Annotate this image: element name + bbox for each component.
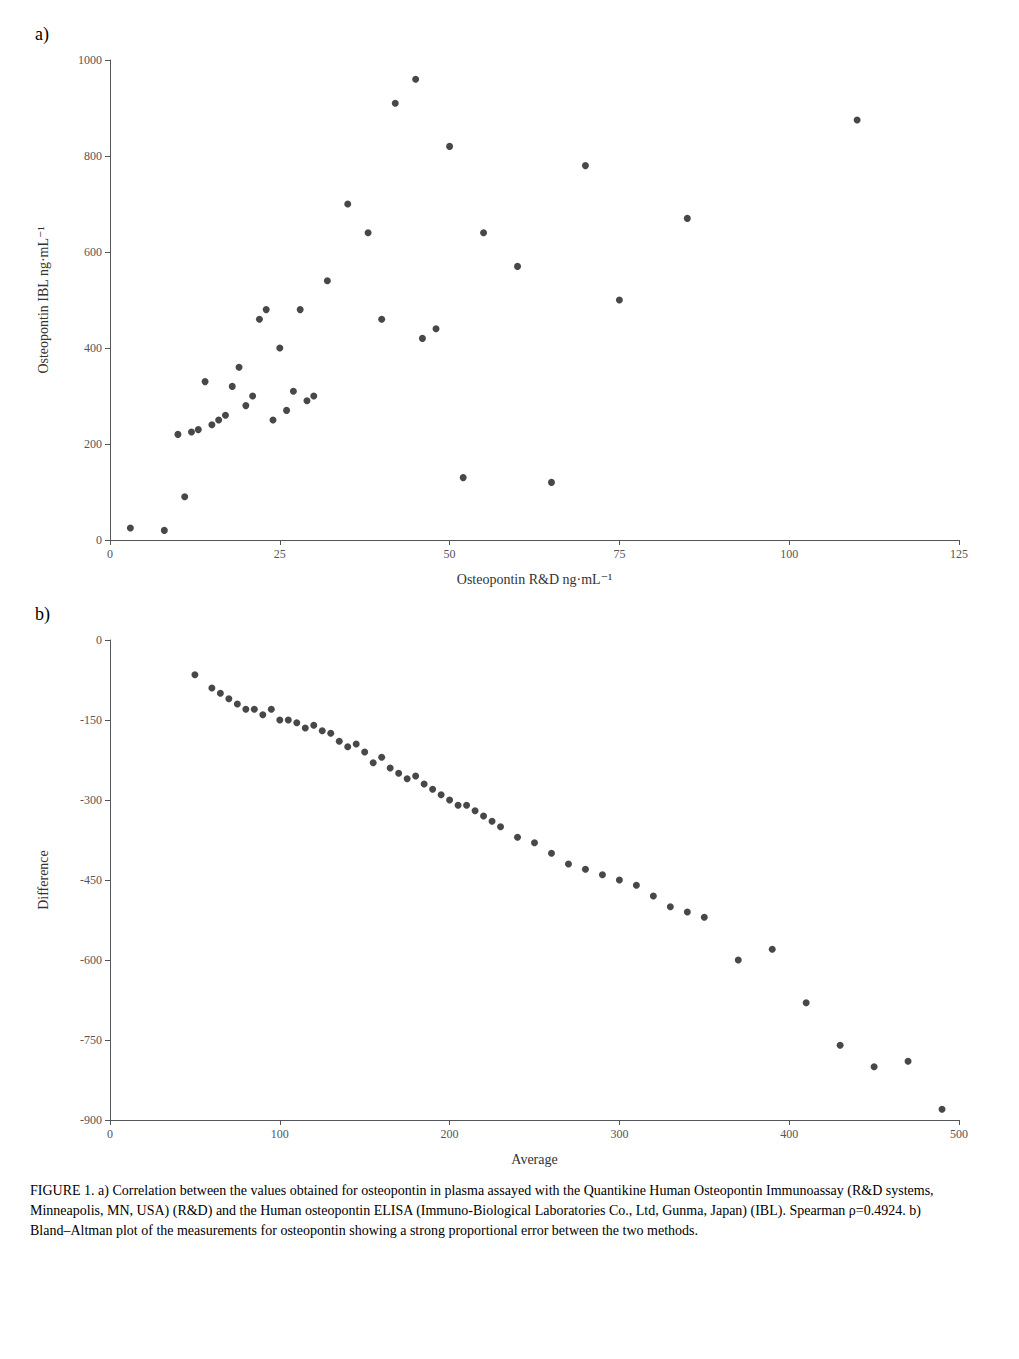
svg-text:Bland–Altman plot of the measu: Bland–Altman plot of the measurements fo… — [30, 1223, 698, 1238]
svg-text:300: 300 — [610, 1127, 628, 1141]
svg-text:125: 125 — [950, 547, 968, 561]
svg-text:-150: -150 — [80, 713, 102, 727]
svg-text:1000: 1000 — [78, 53, 102, 67]
svg-text:100: 100 — [271, 1127, 289, 1141]
svg-text:-900: -900 — [80, 1113, 102, 1127]
svg-text:Difference: Difference — [36, 850, 51, 910]
svg-text:-600: -600 — [80, 953, 102, 967]
svg-text:400: 400 — [780, 1127, 798, 1141]
svg-text:Osteopontin IBL ng·mL⁻¹: Osteopontin IBL ng·mL⁻¹ — [36, 226, 51, 373]
svg-text:-300: -300 — [80, 793, 102, 807]
svg-text:25: 25 — [274, 547, 286, 561]
svg-text:Average: Average — [511, 1152, 557, 1167]
svg-text:0: 0 — [96, 533, 102, 547]
svg-text:50: 50 — [444, 547, 456, 561]
svg-text:a): a) — [35, 24, 49, 45]
svg-text:FIGURE 1. a) Correlation betwe: FIGURE 1. a) Correlation between the val… — [30, 1183, 937, 1199]
svg-text:b): b) — [35, 604, 50, 625]
svg-text:Osteopontin R&D ng·mL⁻¹: Osteopontin R&D ng·mL⁻¹ — [457, 572, 612, 587]
svg-text:75: 75 — [613, 547, 625, 561]
svg-text:200: 200 — [441, 1127, 459, 1141]
svg-text:-450: -450 — [80, 873, 102, 887]
svg-text:800: 800 — [84, 149, 102, 163]
svg-text:0: 0 — [107, 547, 113, 561]
svg-text:Minneapolis, MN, USA) (R&D) an: Minneapolis, MN, USA) (R&D) and the Huma… — [30, 1203, 924, 1219]
svg-text:600: 600 — [84, 245, 102, 259]
svg-text:200: 200 — [84, 437, 102, 451]
svg-text:500: 500 — [950, 1127, 968, 1141]
svg-text:0: 0 — [96, 633, 102, 647]
svg-text:0: 0 — [107, 1127, 113, 1141]
svg-text:400: 400 — [84, 341, 102, 355]
svg-text:-750: -750 — [80, 1033, 102, 1047]
svg-text:100: 100 — [780, 547, 798, 561]
